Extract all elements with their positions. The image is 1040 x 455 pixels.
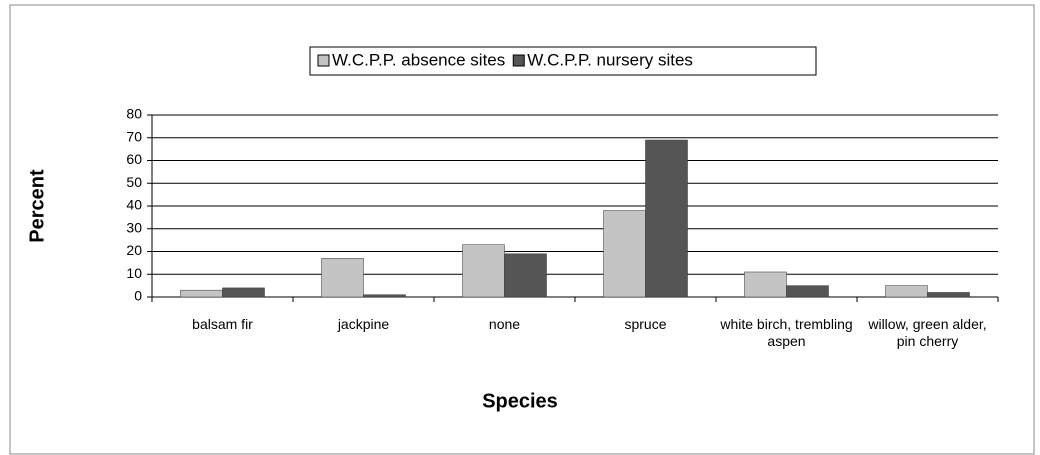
x-tick-label: spruce — [624, 316, 667, 332]
x-tick-label: none — [488, 316, 521, 332]
x-axis-title: Species — [482, 390, 558, 412]
chart-frame — [9, 4, 1035, 455]
y-tick-label: 50 — [126, 174, 142, 190]
y-tick-label: 80 — [126, 106, 142, 122]
bar — [786, 285, 829, 298]
legend-label: W.C.P.P. absence sites — [332, 50, 505, 69]
x-tick-label: white birch, trembling aspen — [720, 316, 853, 349]
y-axis-title: Percent — [26, 169, 48, 243]
bar — [927, 292, 970, 298]
y-tick-label: 70 — [126, 128, 142, 144]
bar — [321, 258, 364, 298]
y-tick-label: 60 — [126, 151, 142, 167]
x-tick-label: jackpine — [337, 316, 390, 332]
bar — [744, 271, 787, 298]
legend-swatch — [512, 54, 525, 67]
bar — [222, 287, 265, 298]
bar — [645, 139, 688, 298]
y-tick-label: 30 — [126, 219, 142, 235]
legend-box — [309, 46, 817, 76]
bar — [885, 285, 928, 298]
bar — [363, 294, 406, 298]
x-tick-label: balsam fir — [192, 316, 253, 332]
y-tick-label: 10 — [126, 265, 142, 281]
bar — [462, 244, 505, 298]
legend-label: W.C.P.P. nursery sites — [527, 50, 693, 69]
bar — [504, 253, 547, 298]
y-tick-label: 20 — [126, 242, 142, 258]
bar — [180, 289, 223, 298]
bar — [603, 210, 646, 298]
y-tick-label: 40 — [126, 197, 142, 213]
legend-swatch — [317, 54, 330, 67]
y-tick-label: 0 — [134, 288, 142, 304]
x-tick-label: willow, green alder, pin cherry — [868, 316, 987, 349]
